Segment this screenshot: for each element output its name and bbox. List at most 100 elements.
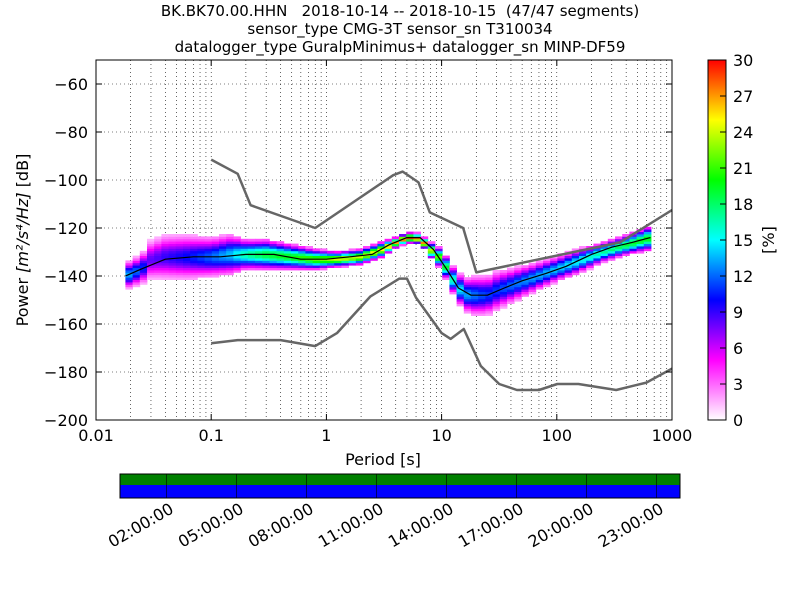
density-cell (478, 308, 486, 312)
density-cell (168, 236, 177, 240)
density-cell (226, 238, 234, 242)
density-cell (507, 289, 515, 292)
density-cell (168, 246, 177, 249)
density-cell (183, 267, 191, 271)
density-cell (125, 262, 134, 266)
density-cell (521, 267, 530, 271)
timeline-frame (119, 473, 681, 499)
density-cell (226, 248, 234, 252)
density-cell (175, 238, 184, 242)
density-cell (579, 262, 587, 266)
density-cell (643, 234, 652, 237)
density-cell (175, 258, 184, 261)
density-cell (348, 262, 357, 266)
density-cell (139, 255, 148, 259)
density-cell (240, 241, 249, 244)
y-tick-label: −180 (44, 363, 88, 382)
density-cell (499, 291, 508, 295)
density-cell (204, 265, 213, 268)
density-cell (132, 267, 141, 271)
density-cell (147, 238, 155, 242)
density-cell (370, 246, 378, 249)
density-cell (636, 243, 645, 247)
density-cell (190, 243, 198, 247)
density-cell (312, 265, 321, 268)
density-cell (269, 250, 278, 254)
density-cell (399, 241, 407, 244)
density-cell (255, 238, 263, 242)
density-cell (262, 250, 270, 254)
density-cell (377, 255, 386, 259)
density-cell (233, 267, 242, 271)
density-cell (219, 258, 227, 261)
density-cell (219, 236, 227, 240)
density-cell (147, 274, 155, 278)
density-cell (528, 284, 537, 288)
density-cell (255, 248, 263, 252)
density-cell (312, 260, 321, 264)
density-cell (478, 306, 486, 309)
density-cell (377, 243, 386, 247)
density-cell (543, 270, 551, 273)
density-cell (204, 258, 213, 261)
density-cell (528, 267, 537, 271)
density-cell (478, 286, 486, 290)
density-cell (233, 236, 242, 240)
density-cell (550, 279, 558, 283)
density-cell (154, 262, 162, 266)
density-cell (247, 260, 256, 264)
density-cell (190, 277, 198, 280)
density-cell (607, 250, 616, 254)
density-cell (535, 284, 544, 288)
density-cell (283, 246, 292, 249)
density-cell (291, 253, 299, 256)
density-cell (514, 296, 522, 300)
density-cell (543, 262, 551, 266)
density-cell (643, 238, 652, 242)
colorbar-tick-label: 21 (733, 159, 753, 178)
density-cell (499, 301, 508, 304)
density-cell (262, 243, 270, 247)
density-cell (255, 258, 263, 261)
density-cell (334, 258, 342, 261)
density-cell (636, 234, 645, 237)
density-cell (485, 289, 494, 292)
density-cell (183, 258, 191, 261)
density-cell (463, 310, 472, 314)
density-cell (607, 258, 616, 261)
density-cell (550, 258, 558, 261)
density-cell (463, 284, 472, 288)
density-cell (168, 267, 177, 271)
density-cell (622, 248, 630, 252)
density-cell (514, 265, 522, 268)
density-cell (226, 272, 234, 276)
density-cell (456, 301, 465, 304)
density-cell (499, 294, 508, 297)
density-cell (363, 250, 371, 254)
density-cell (499, 303, 508, 307)
density-cell (327, 250, 335, 254)
density-cell (139, 274, 148, 278)
density-cell (269, 265, 278, 268)
density-cell (175, 246, 184, 249)
density-cell (276, 255, 285, 259)
density-cell (463, 289, 472, 292)
density-cell (154, 258, 162, 261)
density-cell (485, 310, 494, 314)
density-cell (456, 286, 465, 290)
density-cell (435, 265, 443, 268)
density-cell (456, 274, 465, 278)
density-cell (154, 267, 162, 271)
density-cell (226, 243, 234, 247)
density-cell (557, 274, 566, 278)
density-cell (463, 298, 472, 302)
density-cell (255, 265, 263, 268)
density-cell (147, 253, 155, 256)
timeline-tick-label: 02:00:00 (105, 499, 177, 551)
density-cell (528, 274, 537, 278)
density-cell (125, 270, 134, 273)
density-cell (521, 272, 530, 276)
density-cell (183, 274, 191, 278)
density-cell (557, 267, 566, 271)
density-cell (564, 274, 573, 278)
